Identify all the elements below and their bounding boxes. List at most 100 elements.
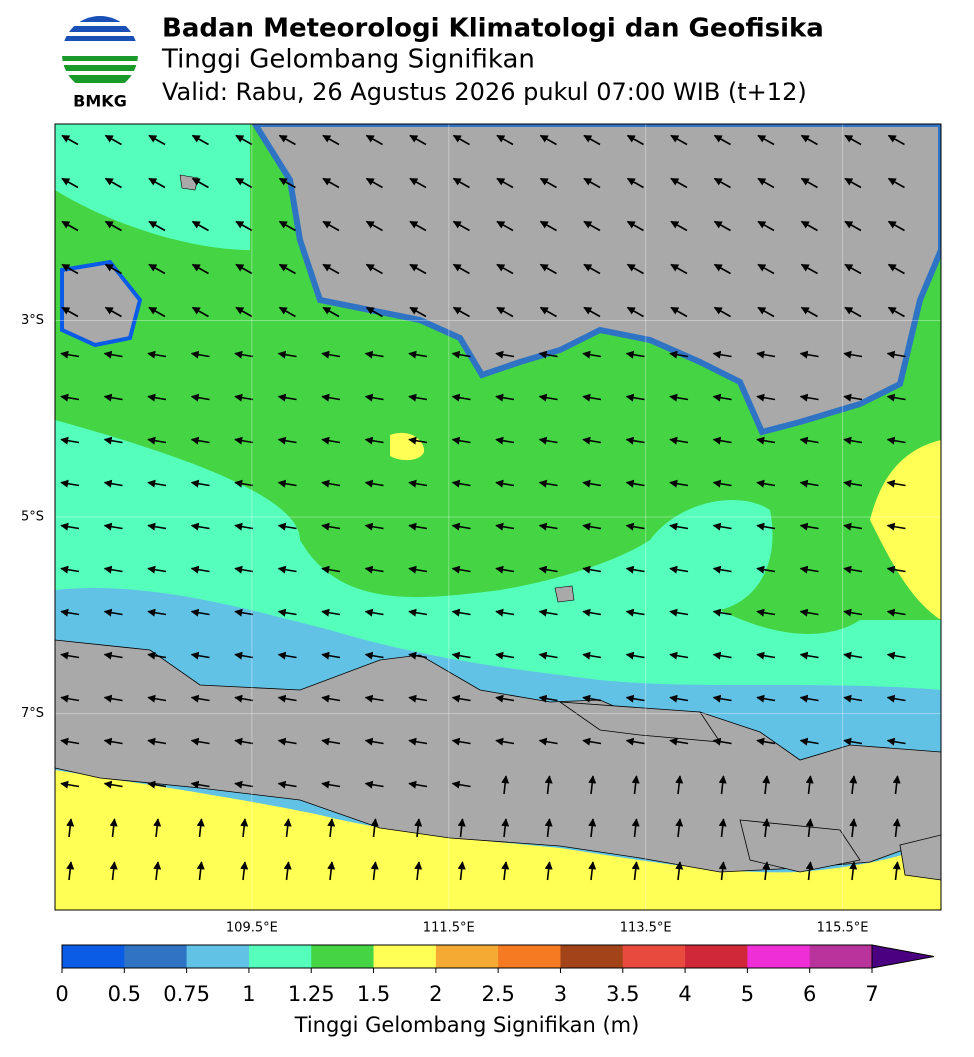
wave-arrow [625,436,645,445]
wave-arrow [625,565,645,574]
wave-arrow [539,177,557,189]
wave-arrow [583,263,601,275]
wave-arrow [321,522,341,531]
wave-arrow [757,263,775,275]
wave-arrow [582,479,602,488]
wave-arrow [451,522,471,531]
map-frame [54,123,942,911]
colorbar-segment [498,945,561,968]
wave-arrow [887,306,905,318]
wave-arrow [582,522,602,531]
wave-arrow [278,134,296,146]
wave-arrow [103,651,123,660]
wave-arrow [234,565,254,574]
wave-arrow [60,565,80,574]
colorbar-segment [560,945,624,968]
wave-arrow [712,651,732,660]
wave-arrow [321,350,341,359]
wave-arrow [104,263,122,275]
wave-arrow [539,220,557,232]
wave-arrow [799,737,819,746]
wave-arrow [588,775,597,795]
wave-arrow [800,220,818,232]
wave-arrow [60,436,80,445]
wave-arrow [762,775,771,795]
wave-arrow [321,393,341,402]
wave-arrow [675,861,684,881]
wave-arrow [414,861,423,881]
wave-arrow [321,479,341,488]
wave-arrow [538,651,558,660]
wave-arrow [365,263,383,275]
wave-arrow [844,306,862,318]
wave-arrow [712,565,732,574]
wave-arrow [409,220,427,232]
wave-arrow [496,263,514,275]
wave-arrow [712,393,732,402]
colorbar-segment [435,945,499,968]
wave-arrow [408,608,428,617]
wave-arrow [495,479,515,488]
wave-arrow [240,818,249,838]
wave-arrow [414,818,423,838]
wave-arrow [799,565,819,574]
land [558,701,721,743]
wave-arrow [844,177,862,189]
wave-arrow [147,479,167,488]
wave-arrow [457,861,466,881]
wave-arrow [277,780,297,789]
subtitle: Tinggi Gelombang Signifikan [161,45,535,75]
wave-arrow [670,220,688,232]
wave-arrow [718,861,727,881]
wave-arrow [756,522,776,531]
wave-arrow [495,651,515,660]
wave-arrow [61,220,79,232]
wave-arrow [800,306,818,318]
wave-arrow [109,818,118,838]
wave-arrow [60,479,80,488]
wave-arrow [495,522,515,531]
wave-arrow [757,220,775,232]
wave-arrow [235,177,253,189]
wave-arrow [892,861,901,881]
wave-arrow [103,436,123,445]
wave-arrow [148,177,166,189]
wave-arrow [625,608,645,617]
wave-arrow [582,694,602,703]
wave-arrow [364,565,384,574]
colorbar-tick-label: 6 [803,982,816,1006]
lat-label: 7°S [21,706,44,721]
wave-arrow [669,608,689,617]
wave-arrow [452,134,470,146]
wave-arrow [61,263,79,275]
wave-arrow [756,350,776,359]
wave-arrow [61,306,79,318]
wave-arrow [322,263,340,275]
wave-arrow [538,350,558,359]
wave-arrow [626,177,644,189]
wave-arrow [147,780,167,789]
wave-arrow [539,306,557,318]
wave-arrow [364,479,384,488]
wave-arrow [670,134,688,146]
wave-arrow [234,780,254,789]
wave-arrow [234,350,254,359]
wave-arrow [675,775,684,795]
wave-arrow [887,263,905,275]
wave-arrow [277,522,297,531]
wave-arrow [364,522,384,531]
colorbar-tick-label: 1 [242,982,255,1006]
colorbar-segment [373,945,437,968]
wave-arrow [843,479,863,488]
wave-arrow [278,263,296,275]
wave-arrow [887,220,905,232]
wave-arrow [235,263,253,275]
wave-arrow [191,220,209,232]
wave-arrow [147,694,167,703]
colorbar-segment [124,945,188,968]
wave-arrow [277,436,297,445]
wave-arrow [408,393,428,402]
wave-arrow [364,780,384,789]
wave-arrow [501,775,510,795]
wave-arrow [190,436,210,445]
